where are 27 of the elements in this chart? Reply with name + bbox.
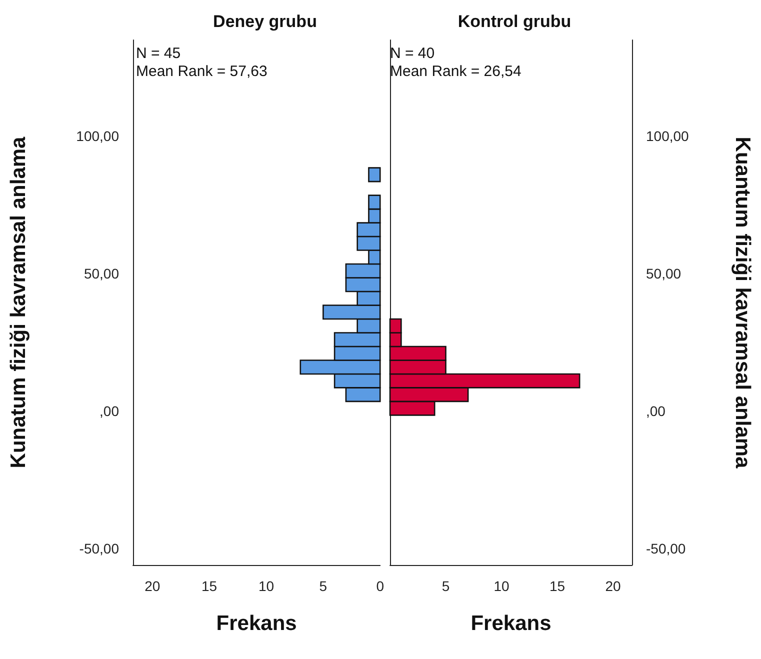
x-tick-label: 10 bbox=[494, 578, 510, 594]
y-axis-title: Kunatum fiziği kavramsal anlama bbox=[7, 136, 30, 468]
x-tick-label: 20 bbox=[144, 578, 160, 594]
annotation: N = 40 bbox=[390, 45, 435, 62]
chart-title: Kontrol grubu bbox=[458, 12, 572, 31]
x-axis-title: Frekans bbox=[470, 612, 552, 635]
y-tick-label: -50,00 bbox=[79, 540, 120, 557]
x-tick-label: 15 bbox=[549, 578, 566, 594]
y-tick-label: -50,00 bbox=[646, 540, 686, 557]
x-axis-title: Frekans bbox=[216, 612, 297, 635]
y-tick-label: 100,00 bbox=[76, 128, 120, 144]
x-tick-label: 0 bbox=[376, 578, 384, 594]
y-tick-label: 50,00 bbox=[84, 266, 120, 282]
annotation: Mean Rank = 26,54 bbox=[390, 63, 522, 80]
y-tick-label: 50,00 bbox=[646, 266, 682, 282]
x-tick-label: 5 bbox=[442, 578, 450, 594]
annotation: Mean Rank = 57,63 bbox=[136, 63, 268, 80]
y-tick-label: 100,00 bbox=[646, 128, 690, 144]
x-tick-label: 20 bbox=[605, 578, 622, 594]
annotation: N = 45 bbox=[136, 45, 181, 62]
y-tick-label: ,00 bbox=[100, 403, 120, 420]
x-tick-label: 10 bbox=[258, 578, 274, 594]
x-tick-label: 15 bbox=[202, 578, 218, 594]
chart-title: Deney grubu bbox=[213, 12, 317, 31]
x-tick-label: 5 bbox=[319, 578, 328, 594]
y-axis-title: Kuantum fiziği kavramsal anlama bbox=[731, 136, 754, 469]
y-tick-label: ,00 bbox=[646, 403, 666, 420]
